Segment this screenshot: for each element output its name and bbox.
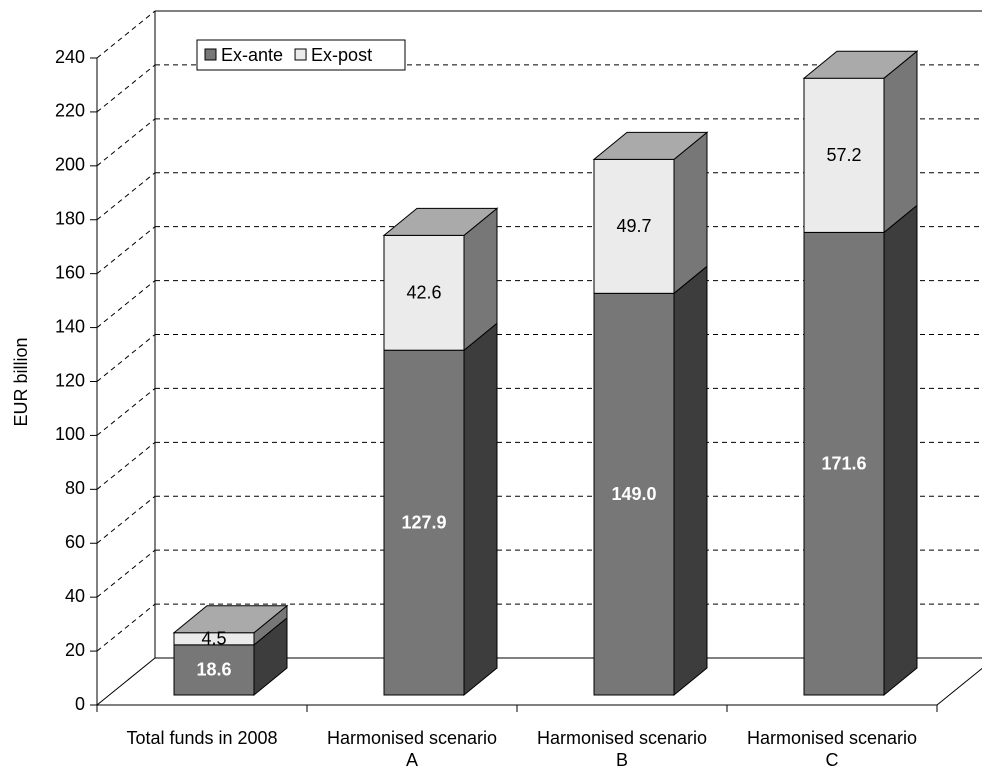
value-label: 57.2	[826, 145, 861, 165]
x-tick-label: Harmonised scenario B	[536, 728, 708, 770]
y-tick-label: 240	[55, 47, 85, 67]
value-label: 171.6	[821, 453, 866, 473]
bar-front	[803, 231, 885, 696]
value-label: 42.6	[406, 283, 441, 303]
y-tick-label: 120	[55, 370, 85, 390]
grid-diagonal	[96, 334, 156, 382]
bar-side	[883, 50, 918, 234]
grid-diagonal	[96, 10, 156, 59]
grid-diagonal	[96, 441, 156, 490]
value-label: 49.7	[616, 216, 651, 236]
grid-diagonal	[96, 118, 156, 167]
bar-side	[463, 322, 498, 697]
y-tick-label: 0	[75, 694, 85, 714]
y-tick-label: 200	[55, 155, 85, 175]
value-label: 127.9	[401, 512, 446, 532]
bar-front	[383, 349, 465, 696]
y-tick-label: 160	[55, 262, 85, 282]
y-tick-label: 40	[65, 586, 85, 606]
legend-label: Ex-ante	[221, 45, 283, 65]
value-label: 149.0	[611, 484, 656, 504]
x-tick-label: Harmonised scenario A	[326, 728, 498, 770]
bar-front	[593, 158, 675, 294]
bar-top	[172, 605, 289, 634]
value-label: 4.5	[201, 629, 226, 649]
bar-side	[673, 131, 708, 295]
grid-diagonal	[96, 549, 156, 598]
grid-diagonal	[96, 495, 156, 544]
bar-front	[803, 77, 885, 233]
y-tick-label: 20	[65, 640, 85, 660]
bar-side	[673, 265, 708, 697]
x-tick-label: Harmonised scenario C	[746, 728, 918, 770]
y-tick-label: 140	[55, 316, 85, 336]
x-tick-label: Total funds in 2008	[126, 728, 278, 748]
grid-diagonal	[96, 64, 156, 113]
bar-front	[173, 644, 255, 696]
y-tick-label: 180	[55, 209, 85, 229]
bar-front	[593, 292, 675, 696]
y-tick-label: 100	[55, 424, 85, 444]
legend-swatch	[204, 48, 217, 61]
bar-top	[592, 131, 709, 160]
value-label: 18.6	[196, 660, 231, 680]
grid-diagonal	[96, 280, 156, 328]
grid-diagonal	[96, 226, 156, 275]
y-axis-label: EUR billion	[11, 337, 31, 426]
legend-label: Ex-post	[311, 45, 372, 65]
grid-diagonal	[96, 603, 156, 652]
y-tick-label: 220	[55, 101, 85, 121]
bar-top	[802, 50, 919, 79]
grid-diagonal	[96, 172, 156, 221]
bar-side	[883, 204, 918, 697]
grid-diagonal	[96, 388, 156, 436]
y-tick-label: 60	[65, 532, 85, 552]
legend-swatch	[294, 48, 307, 61]
bar-front	[383, 234, 465, 351]
bar-top	[382, 207, 499, 236]
y-tick-label: 80	[65, 478, 85, 498]
